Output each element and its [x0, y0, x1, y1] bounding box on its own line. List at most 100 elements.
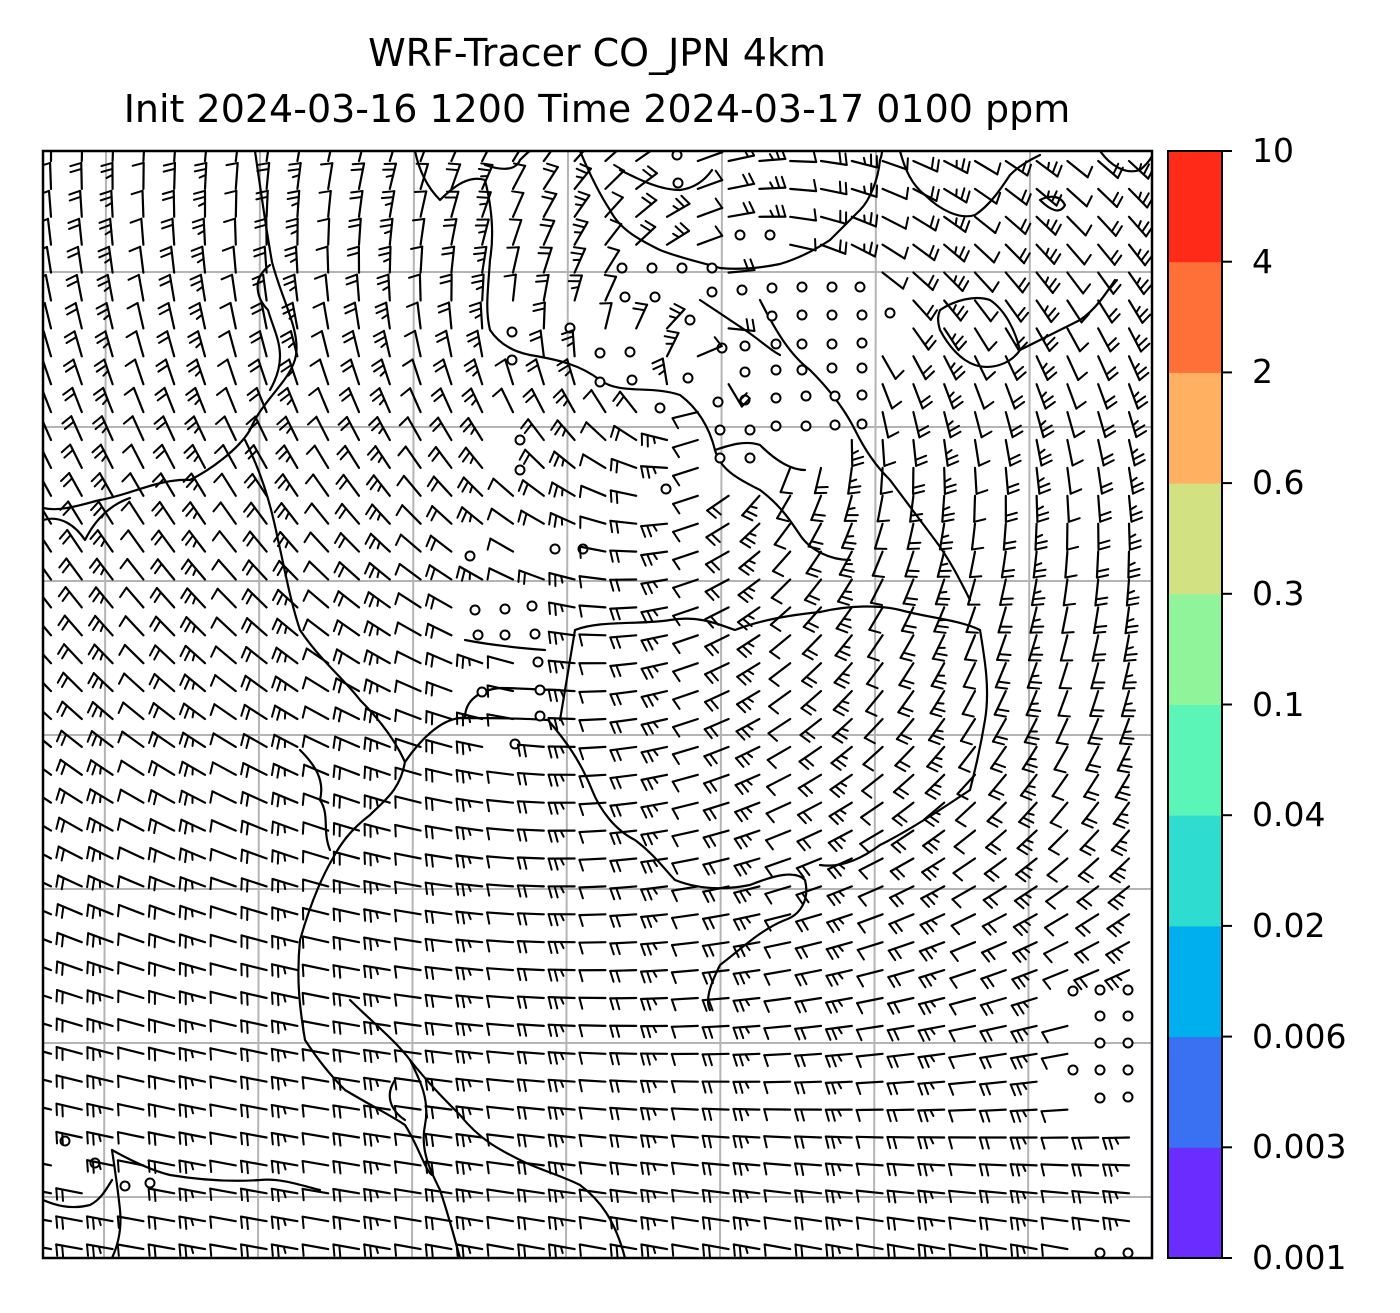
barb-flag [943, 483, 957, 489]
wind-barb [173, 151, 177, 163]
barb-staff [609, 1052, 638, 1055]
barb-flag [672, 530, 681, 543]
barb-flag [743, 536, 756, 545]
barb-staff [265, 189, 269, 218]
wind-barb [635, 165, 659, 190]
calm-marker [714, 452, 726, 464]
barb-flag [425, 681, 429, 695]
barb-flag [766, 785, 776, 797]
barb-flag [191, 652, 196, 662]
wind-barb [573, 190, 591, 218]
barb-flag [455, 938, 460, 952]
barb-staff [320, 329, 330, 358]
wind-barb [1042, 941, 1069, 964]
barb-flag [894, 369, 905, 380]
barb-flag [1019, 794, 1033, 801]
wind-barb [148, 644, 176, 665]
barb-staff [332, 935, 361, 944]
wind-barb [485, 1022, 515, 1036]
wind-barb [920, 857, 946, 881]
barb-flag [1115, 947, 1124, 954]
wind-barb [395, 504, 422, 525]
calm-marker [526, 600, 538, 612]
barb-flag [461, 480, 470, 493]
wind-barb [332, 907, 361, 923]
barb-staff [117, 1018, 145, 1028]
barb-flag [405, 301, 419, 308]
wind-barb [547, 1023, 576, 1038]
barb-staff [1066, 438, 1074, 467]
wind-barb [1018, 801, 1038, 829]
barb-flag [1069, 488, 1083, 495]
barb-staff [240, 877, 268, 888]
wind-barb [332, 735, 361, 752]
barb-staff [313, 444, 330, 469]
barb-flag [209, 1131, 213, 1146]
wind-barb [181, 501, 207, 525]
wind-barb [117, 701, 145, 721]
barb-staff [895, 717, 915, 741]
barb-flag [99, 765, 102, 775]
barb-flag [245, 764, 250, 779]
barb-flag [951, 898, 962, 909]
wind-barb [240, 645, 268, 665]
barb-staff [516, 884, 545, 888]
wind-barb [148, 989, 176, 1006]
barb-staff [967, 578, 977, 606]
barb-staff [894, 745, 915, 767]
barb-flag [461, 1022, 466, 1037]
wind-barb [1127, 355, 1150, 382]
barb-flag [862, 156, 867, 166]
barb-staff [209, 933, 237, 944]
wind-barb [242, 530, 268, 553]
wind-barb [1092, 606, 1108, 635]
barb-flag [742, 590, 754, 600]
barb-staff [1066, 383, 1078, 410]
barb-flag [394, 650, 399, 664]
barb-flag [955, 188, 958, 198]
wind-barb [802, 606, 823, 633]
coastline-segment [463, 638, 547, 652]
barb-staff [704, 606, 730, 621]
wind-barb [578, 689, 607, 704]
wind-barb [240, 703, 268, 721]
barb-flag [640, 611, 648, 624]
barb-flag [374, 335, 387, 344]
barb-staff [996, 634, 1007, 661]
barb-flag [952, 872, 964, 882]
barb-flag [467, 967, 472, 977]
barb-staff [727, 268, 756, 274]
barb-staff [511, 164, 527, 190]
barb-staff [332, 822, 361, 832]
barb-flag [246, 535, 255, 547]
barb-flag [148, 731, 154, 744]
wind-barb [1066, 271, 1092, 295]
barb-staff [578, 829, 607, 834]
wind-barb [86, 1074, 114, 1090]
barb-flag [827, 868, 837, 880]
barb-staff [43, 1078, 53, 1083]
barb-staff [518, 569, 545, 581]
barb-flag [284, 511, 290, 520]
barb-flag [646, 887, 653, 901]
barb-flag [958, 766, 971, 773]
barb-flag [578, 719, 584, 733]
barb-staff [147, 1046, 176, 1055]
wind-barb [639, 1079, 669, 1094]
wind-barb [147, 1018, 176, 1034]
wind-barb [640, 522, 669, 538]
barb-flag [927, 739, 941, 746]
barb-flag [126, 302, 139, 310]
barb-staff [585, 421, 607, 442]
wind-barb [335, 473, 361, 497]
wind-barb [609, 717, 638, 734]
barb-flag [929, 1027, 936, 1035]
barb-flag [553, 717, 559, 731]
barb-flag [805, 675, 818, 684]
wind-barb [705, 522, 730, 547]
barb-staff [153, 672, 176, 693]
wind-barb [317, 217, 331, 246]
wind-barb [918, 941, 946, 962]
barb-flag [183, 443, 194, 454]
barb-staff [217, 558, 237, 581]
